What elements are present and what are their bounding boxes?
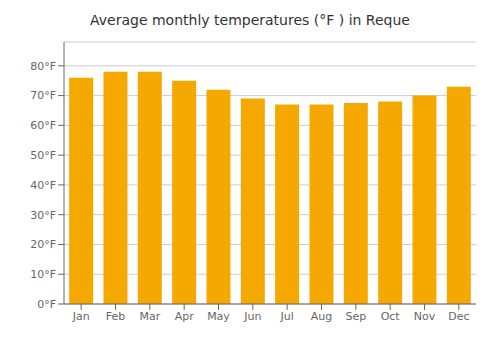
svg-text:10°F: 10°F xyxy=(30,268,56,281)
html-text:Average monthly temperatures (: Average monthly temperatures (°F ) in Re… xyxy=(90,12,410,28)
svg-text:Feb: Feb xyxy=(106,310,125,323)
svg-text:Sep: Sep xyxy=(345,310,366,323)
svg-text:Mar: Mar xyxy=(139,310,160,323)
svg-text:Apr: Apr xyxy=(175,310,195,323)
svg-text:Jan: Jan xyxy=(72,310,90,323)
svg-text:Jun: Jun xyxy=(243,310,261,323)
svg-text:Nov: Nov xyxy=(414,310,436,323)
svg-text:Jul: Jul xyxy=(280,310,294,323)
svg-text:50°F: 50°F xyxy=(30,149,56,162)
svg-text:70°F: 70°F xyxy=(30,89,56,102)
svg-text:30°F: 30°F xyxy=(30,209,56,222)
svg-text:60°F: 60°F xyxy=(30,119,56,132)
svg-text:Dec: Dec xyxy=(448,310,469,323)
svg-text:0°F: 0°F xyxy=(37,298,56,311)
svg-text:May: May xyxy=(207,310,230,323)
svg-text:Oct: Oct xyxy=(381,310,401,323)
svg-text:Aug: Aug xyxy=(311,310,332,323)
svg-text:40°F: 40°F xyxy=(30,179,56,192)
svg-text:80°F: 80°F xyxy=(30,60,56,73)
svg-text:20°F: 20°F xyxy=(30,238,56,251)
